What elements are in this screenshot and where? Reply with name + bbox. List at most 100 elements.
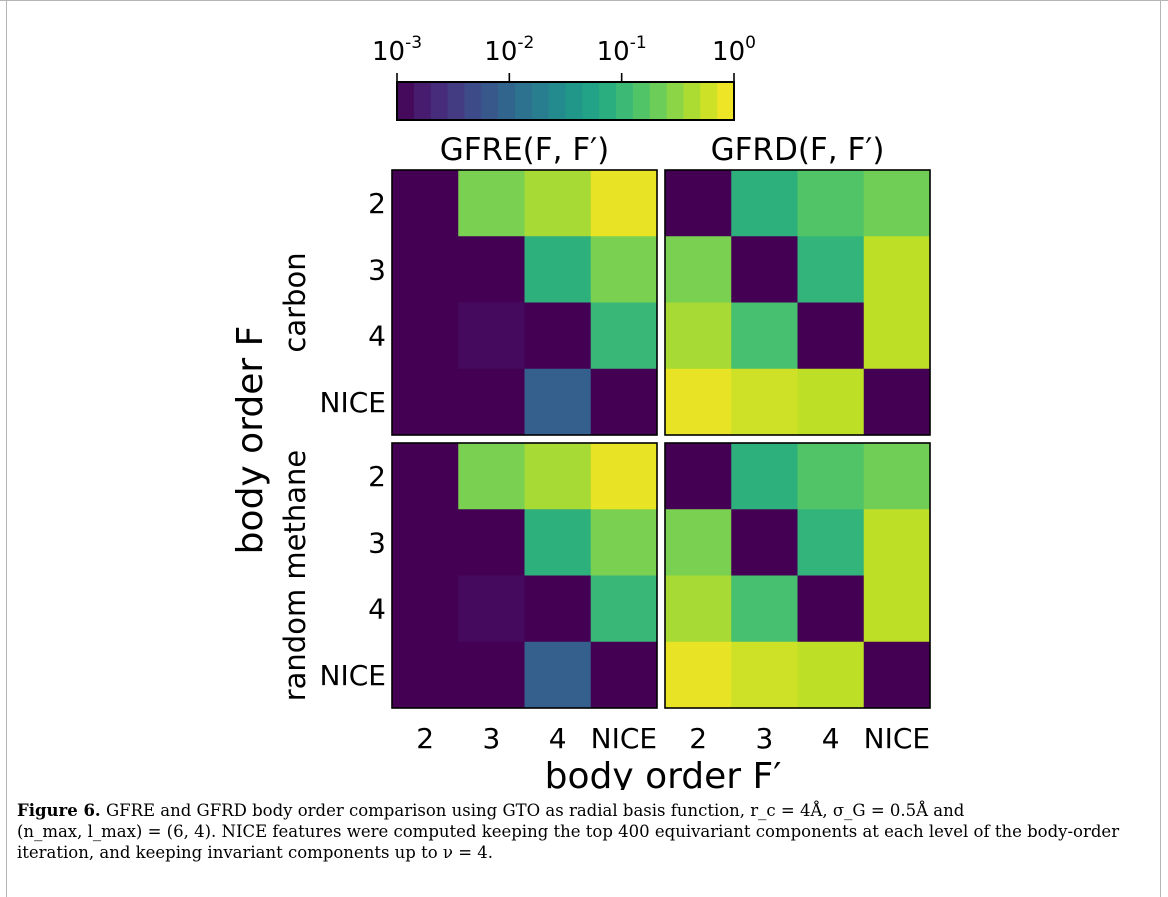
x-axis-title: body order F′ xyxy=(545,756,782,790)
heatmap-cell xyxy=(524,236,592,303)
colorbar-frame xyxy=(396,81,735,121)
heatmap-figure: 10-3 10-2 10-1 100 GFRE(F, F′) GFRD(F, F′) 2… xyxy=(230,33,931,790)
colorbar-block xyxy=(481,82,499,120)
colorbar-block xyxy=(514,82,533,120)
heatmap-cell xyxy=(797,236,865,303)
panel-title: GFRE(F, F′) xyxy=(440,132,610,168)
heatmap-cell xyxy=(458,368,525,436)
colorbar-block xyxy=(632,82,651,120)
row-group-label: random methane xyxy=(278,450,312,702)
heatmap-cell xyxy=(863,170,931,237)
colorbar-blocks xyxy=(397,82,735,120)
heatmap-panel-frame xyxy=(664,169,931,436)
heatmap-cell xyxy=(731,302,798,370)
x-tick-label: 3 xyxy=(482,722,500,755)
heatmap-cell xyxy=(590,170,658,237)
colorbar-block xyxy=(599,82,617,120)
heatmap-cell xyxy=(797,641,865,709)
colorbar-block xyxy=(531,82,550,120)
heatmap-cell xyxy=(797,509,865,576)
caption-label: Figure 6. xyxy=(17,801,101,820)
page-border-left xyxy=(6,0,7,897)
colorbar-block xyxy=(447,82,465,120)
heatmap-panel-frame xyxy=(391,169,658,436)
heatmap-cell xyxy=(797,302,865,370)
colorbar-tick-label: 10-3 xyxy=(372,33,422,67)
heatmap-cell xyxy=(590,302,658,370)
heatmap-cell xyxy=(797,443,865,510)
axis-labels: 2 3 4 NICE 2 3 4 NICE 2 3 4 NICE 2 3 4 NICE carbon random… xyxy=(230,187,930,790)
colorbar-block xyxy=(548,82,567,120)
x-tick-label: NICE xyxy=(591,722,657,755)
colorbar-block xyxy=(616,82,634,120)
heatmap-panels xyxy=(391,169,931,709)
y-tick-label: 4 xyxy=(368,593,386,626)
heatmap-cell xyxy=(590,575,658,643)
colorbar-ticks: 10-3 10-2 10-1 100 xyxy=(372,33,756,82)
heatmap-cell xyxy=(458,641,525,709)
y-tick-label: NICE xyxy=(320,659,386,692)
caption-line-1: GFRE and GFRD body order comparison usin… xyxy=(105,801,965,820)
colorbar-block xyxy=(717,82,735,120)
heatmap-cell xyxy=(863,575,931,643)
heatmap-cell xyxy=(863,509,931,576)
heatmap-cell xyxy=(797,368,865,436)
heatmap-cell xyxy=(524,575,592,643)
x-tick-label: NICE xyxy=(864,722,930,755)
heatmap-cell xyxy=(731,575,798,643)
heatmap-cell xyxy=(731,641,798,709)
heatmap-cell xyxy=(797,170,865,237)
heatmap-cell xyxy=(524,641,592,709)
y-axis-title: body order F xyxy=(230,326,271,555)
colorbar-block xyxy=(700,82,718,120)
x-tick-label: 4 xyxy=(822,722,840,755)
panel-title: GFRD(F, F′) xyxy=(711,132,885,168)
colorbar-block xyxy=(498,82,516,120)
heatmap-cell xyxy=(392,443,459,510)
colorbar-block xyxy=(683,82,701,120)
x-tick-label: 2 xyxy=(416,722,434,755)
heatmap-cell xyxy=(524,368,592,436)
heatmap-cell xyxy=(524,509,592,576)
heatmap-panel-frame xyxy=(391,442,658,709)
x-tick-label: 4 xyxy=(549,722,567,755)
heatmap-cell xyxy=(590,509,658,576)
heatmap-cell xyxy=(458,236,525,303)
heatmap-cell xyxy=(665,443,732,510)
heatmap-cell xyxy=(797,575,865,643)
heatmap-cell xyxy=(665,575,732,643)
x-tick-label: 2 xyxy=(689,722,707,755)
heatmap-cell xyxy=(458,509,525,576)
heatmap-cell xyxy=(590,443,658,510)
heatmap-cell xyxy=(863,302,931,370)
heatmap-cell xyxy=(863,236,931,303)
y-tick-label: 4 xyxy=(368,320,386,353)
heatmap-cell xyxy=(524,170,592,237)
heatmap-cell xyxy=(731,236,798,303)
row-group-label: carbon xyxy=(278,252,312,352)
heatmap-cell xyxy=(590,368,658,436)
heatmap-cell xyxy=(392,575,459,643)
heatmap-cell xyxy=(665,641,732,709)
heatmap-cell xyxy=(458,575,525,643)
colorbar-block xyxy=(666,82,685,120)
heatmap-cell xyxy=(863,368,931,436)
caption-line-3: iteration, and keeping invariant compone… xyxy=(17,843,494,862)
colorbar-block xyxy=(649,82,668,120)
y-tick-label: 3 xyxy=(368,526,386,559)
heatmap-cell xyxy=(731,368,798,436)
heatmap-cell xyxy=(665,170,732,237)
figure-caption: Figure 6. GFRE and GFRD body order compa… xyxy=(17,800,1147,863)
colorbar-tick-label: 10-2 xyxy=(484,33,534,67)
heatmap-cell xyxy=(458,302,525,370)
heatmap-cell xyxy=(863,641,931,709)
colorbar-tick-label: 100 xyxy=(712,33,756,67)
y-tick-label: NICE xyxy=(320,386,386,419)
heatmap-cell xyxy=(665,302,732,370)
colorbar-tick-label: 10-1 xyxy=(597,33,647,67)
heatmap-cell xyxy=(590,641,658,709)
heatmap-cell xyxy=(863,443,931,510)
y-tick-label: 2 xyxy=(368,187,386,220)
heatmap-cell xyxy=(392,368,459,436)
heatmap-cell xyxy=(731,443,798,510)
